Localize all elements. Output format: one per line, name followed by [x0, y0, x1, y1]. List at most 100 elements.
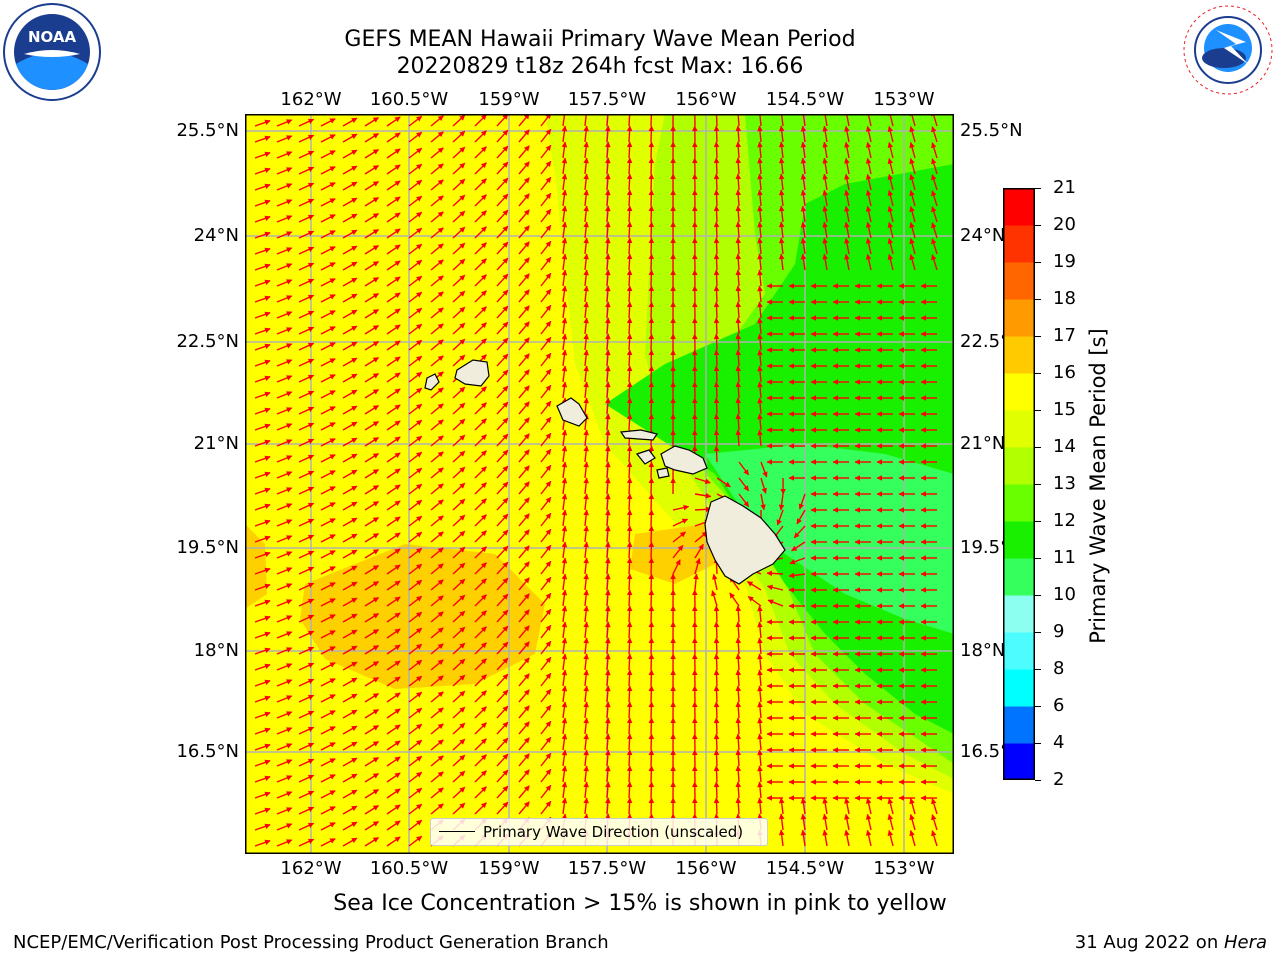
wave-arrow	[583, 253, 589, 271]
period-10-11-region	[705, 444, 954, 634]
wave-arrow	[561, 317, 568, 335]
wave-arrow	[518, 321, 530, 335]
wave-arrow	[364, 132, 379, 143]
wave-arrow	[496, 193, 509, 207]
lon-tick-bottom: 157.5°W	[567, 858, 647, 879]
wave-arrow	[320, 374, 336, 383]
wave-arrow	[729, 592, 740, 607]
wave-arrow	[540, 704, 552, 719]
wave-arrow	[626, 221, 633, 239]
wave-arrow	[540, 624, 552, 639]
wave-arrow	[800, 114, 807, 127]
lat-tick-right: 24°N	[960, 225, 1006, 246]
wave-arrow	[648, 765, 655, 783]
wave-arrow	[496, 625, 509, 639]
wave-arrow	[757, 381, 763, 399]
wave-arrow	[540, 256, 552, 271]
wave-arrow	[364, 740, 379, 751]
wave-arrow	[430, 275, 444, 287]
wave-arrow	[605, 333, 611, 351]
wave-arrow	[474, 562, 487, 575]
colorbar-segment	[1003, 632, 1035, 670]
wave-arrow	[713, 269, 720, 287]
wave-arrow	[540, 224, 552, 239]
wave-arrow	[648, 397, 655, 415]
wave-arrow	[276, 679, 293, 687]
wave-arrow	[276, 647, 293, 655]
footer-date-text: 31 Aug 2022 on	[1074, 932, 1224, 953]
wave-arrow	[364, 772, 379, 783]
wave-arrow	[430, 451, 444, 463]
wave-arrow	[408, 227, 423, 239]
wave-arrow	[364, 692, 379, 703]
wave-arrow	[735, 141, 742, 159]
wave-arrow	[342, 645, 358, 655]
wave-arrow	[540, 688, 552, 703]
wave-arrow	[474, 114, 487, 127]
wave-arrow	[386, 740, 401, 751]
wave-arrow	[757, 157, 763, 175]
wave-arrow	[496, 209, 509, 223]
wave-arrow	[386, 420, 401, 431]
wave-arrow	[648, 173, 655, 191]
colorbar-tick-mark	[1035, 410, 1041, 411]
wave-arrow	[408, 403, 423, 415]
wave-arrow	[518, 257, 530, 271]
wave-arrow	[583, 573, 589, 591]
wave-arrow	[540, 240, 552, 255]
lon-tick-bottom: 153°W	[873, 858, 935, 879]
wave-arrow	[452, 690, 466, 703]
colorbar-tick-mark	[1035, 299, 1041, 300]
wave-arrow	[320, 214, 336, 223]
wave-arrow	[474, 770, 487, 783]
wave-arrow	[364, 420, 379, 431]
wave-arrow	[844, 173, 850, 191]
wave-arrow	[386, 708, 401, 719]
wave-arrow	[320, 694, 336, 703]
wave-arrow	[430, 435, 444, 447]
wave-arrow	[605, 237, 611, 255]
wave-arrow	[518, 401, 530, 415]
lon-tick-top: 162°W	[280, 89, 342, 110]
wave-arrow	[909, 190, 916, 207]
wave-arrow	[364, 404, 379, 415]
wave-arrow	[713, 173, 720, 191]
wave-arrow	[474, 754, 487, 767]
wave-arrow	[320, 678, 336, 687]
wave-arrow	[518, 481, 530, 495]
wave-arrow	[757, 317, 763, 335]
wave-arrow	[518, 305, 530, 319]
wave-arrow	[364, 164, 379, 175]
wave-arrow	[386, 532, 401, 543]
wave-arrow	[540, 544, 552, 559]
wave-arrow	[713, 445, 720, 463]
wave-arrow	[561, 733, 568, 751]
wave-arrow	[583, 317, 589, 335]
wave-arrow	[386, 660, 401, 671]
wave-arrow	[778, 157, 785, 175]
wave-arrow	[496, 561, 509, 575]
wave-arrow	[694, 477, 711, 484]
wave-arrow	[364, 308, 379, 319]
wave-arrow	[298, 454, 315, 463]
wave-arrow	[474, 226, 487, 239]
wave-arrow	[713, 685, 720, 703]
wave-arrow	[408, 387, 423, 399]
wave-arrow	[474, 658, 487, 671]
lat-tick-left: 16.5°N	[176, 741, 239, 762]
wave-arrow	[583, 717, 589, 735]
wave-arrow	[561, 621, 568, 639]
wave-arrow	[909, 142, 916, 159]
wave-arrow	[386, 756, 401, 767]
wave-arrow	[800, 173, 807, 191]
lon-tick-top: 160.5°W	[369, 89, 449, 110]
wave-arrow	[320, 198, 336, 207]
wave-arrow	[364, 644, 379, 655]
wave-arrow	[583, 749, 589, 767]
colorbar-tick-label: 16	[1053, 362, 1076, 383]
wave-arrow	[822, 189, 828, 207]
wave-arrow	[648, 189, 655, 207]
wave-arrow	[364, 212, 379, 223]
wave-arrow	[342, 357, 358, 367]
wave-arrow	[430, 259, 444, 271]
